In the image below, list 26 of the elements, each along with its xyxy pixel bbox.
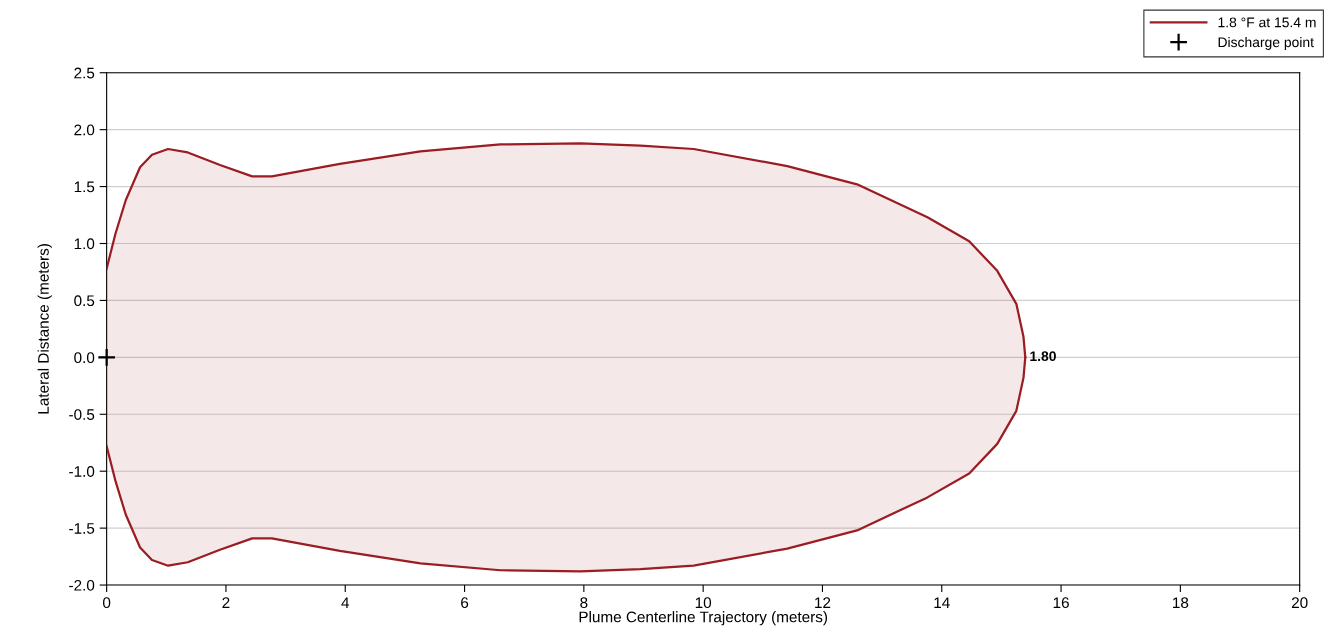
y-tick-label: 2.0	[74, 124, 95, 136]
y-tick-label: -2.0	[69, 579, 95, 591]
x-tick-label: 18	[1173, 597, 1189, 609]
x-tick-label: 20	[1291, 597, 1308, 609]
legend-label: Discharge point	[1218, 36, 1314, 50]
x-tick-label: 6	[461, 597, 469, 609]
annotation: 1.80	[1030, 351, 1056, 362]
legend-label: 1.8 °F at 15.4 m	[1218, 17, 1316, 28]
x-tick-label: 14	[934, 597, 950, 608]
y-tick-label: 1.0	[74, 238, 95, 250]
x-tick-label: 12	[815, 597, 831, 608]
y-tick-label: -1.0	[69, 466, 95, 477]
y-tick-label: 1.5	[74, 181, 95, 193]
x-tick-label: 10	[695, 597, 712, 609]
y-tick-label: 0.5	[74, 295, 95, 307]
x-tick-label: 16	[1053, 597, 1069, 609]
x-tick-label: 2	[222, 597, 230, 608]
y-tick-label: 0.0	[74, 352, 95, 364]
x-tick-label: 4	[341, 597, 350, 608]
y-tick-label: -0.5	[69, 409, 95, 420]
y-axis-title: Lateral Distance (meters)	[37, 244, 52, 414]
x-tick-label: 8	[580, 597, 588, 609]
x-axis-title: Plume Centerline Trajectory (meters)	[579, 611, 828, 626]
y-tick-label: -1.5	[69, 523, 95, 534]
x-tick-label: 0	[102, 597, 111, 609]
y-tick-label: 2.5	[74, 67, 95, 79]
